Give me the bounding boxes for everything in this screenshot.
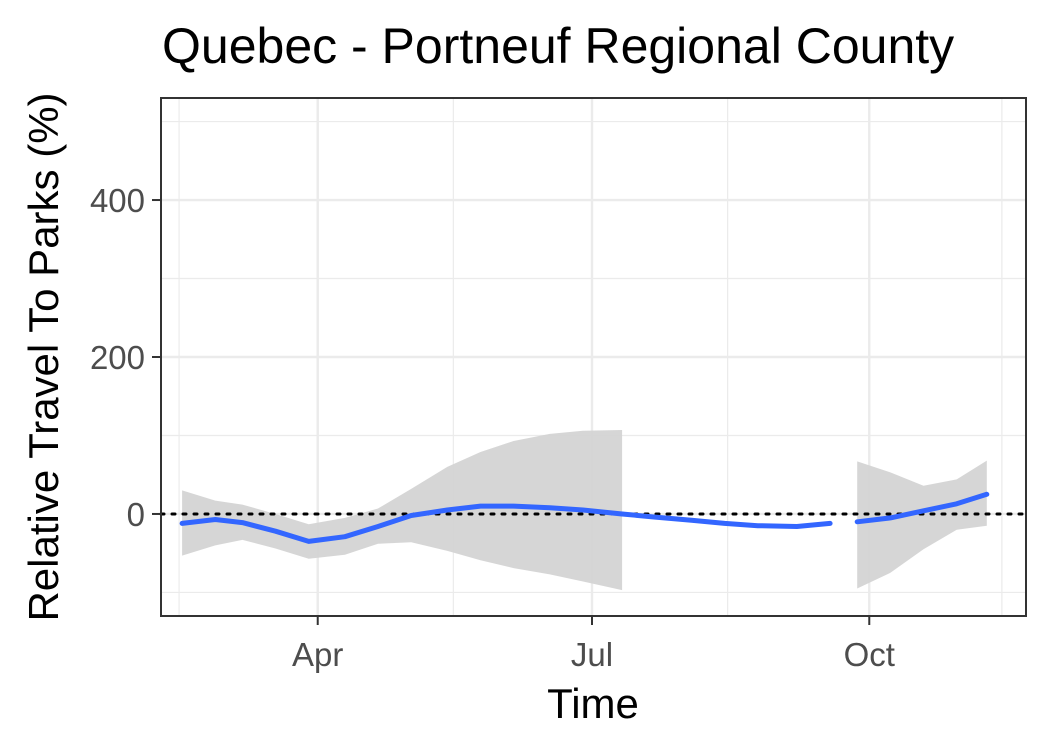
x-tick-label: Apr — [292, 636, 343, 673]
trend-line — [179, 503, 625, 544]
x-axis: Apr Jul Oct — [292, 616, 895, 673]
confidence-ribbon — [857, 460, 987, 589]
x-axis-title: Time — [547, 680, 639, 727]
x-tick-label: Oct — [844, 636, 895, 673]
y-axis-title: Relative Travel To Parks (%) — [20, 92, 67, 621]
trend-line — [854, 491, 990, 525]
x-tick-label: Jul — [571, 636, 613, 673]
trend-lines — [179, 491, 990, 544]
trend-line — [619, 511, 833, 529]
chart-title: Quebec - Portneuf Regional County — [162, 18, 954, 74]
confidence-ribbons — [182, 430, 987, 591]
y-tick-label: 0 — [127, 496, 145, 533]
y-axis: 0 200 400 — [90, 182, 161, 533]
y-tick-label: 200 — [90, 339, 145, 376]
y-tick-label: 400 — [90, 182, 145, 219]
confidence-ribbon — [182, 430, 623, 591]
